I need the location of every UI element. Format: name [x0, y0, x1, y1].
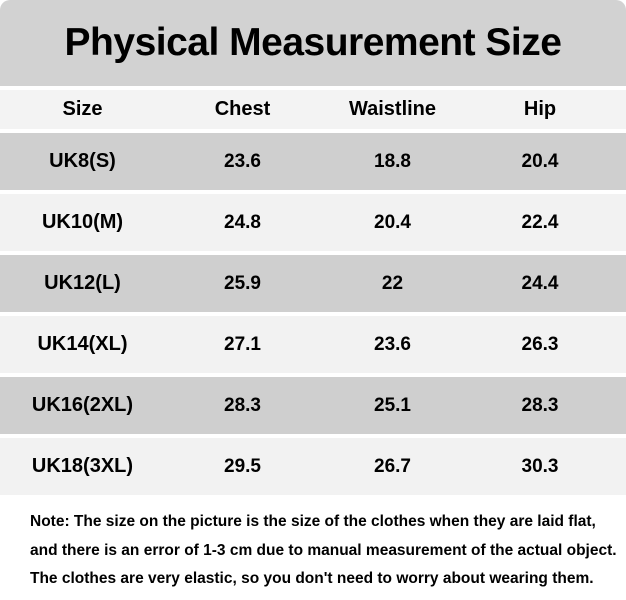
header-waistline: Waistline [348, 98, 437, 120]
cell-hip: 30.3 [521, 455, 559, 477]
measurement-table: Size Chest Waistline Hip UK8(S) 23.6 18.… [0, 86, 626, 499]
header-hip: Hip [523, 98, 557, 120]
page-title: Physical Measurement Size [64, 21, 562, 64]
header-filler [615, 90, 626, 129]
table-row: UK18(3XL) 29.5 26.7 30.3 [0, 438, 626, 495]
cell-waistline: 18.8 [374, 150, 411, 172]
cell-waistline: 25.1 [374, 394, 411, 416]
cell-waistline: 20.4 [374, 211, 411, 233]
cell-filler [615, 438, 626, 495]
cell-chest: 23.6 [224, 150, 261, 172]
header-chest: Chest [214, 98, 271, 120]
note-block: Note: The size on the picture is the siz… [0, 508, 626, 594]
cell-chest: 24.8 [224, 211, 261, 233]
cell-hip: 22.4 [521, 211, 559, 233]
header-row: Size Chest Waistline Hip [0, 90, 626, 129]
cell-hip: 26.3 [521, 333, 559, 355]
note-line-1: Note: The size on the picture is the siz… [30, 513, 596, 530]
cell-chest: 25.9 [224, 272, 261, 294]
header-size: Size [62, 98, 103, 120]
cell-hip: 24.4 [521, 272, 559, 294]
cell-size: UK16(2XL) [31, 394, 134, 416]
table-row: UK14(XL) 27.1 23.6 26.3 [0, 316, 626, 373]
cell-hip: 20.4 [521, 150, 559, 172]
table-row: UK10(M) 24.8 20.4 22.4 [0, 194, 626, 251]
cell-filler [615, 194, 626, 251]
cell-filler [615, 255, 626, 312]
cell-size: UK8(S) [49, 150, 116, 172]
cell-waistline: 26.7 [374, 455, 411, 477]
cell-hip: 28.3 [521, 394, 559, 416]
cell-waistline: 22 [381, 272, 404, 294]
table-row: UK16(2XL) 28.3 25.1 28.3 [0, 377, 626, 434]
cell-size: UK14(XL) [37, 333, 128, 355]
cell-size: UK10(M) [41, 211, 124, 233]
cell-chest: 29.5 [224, 455, 261, 477]
cell-filler [615, 316, 626, 373]
title-band: Physical Measurement Size [0, 0, 626, 86]
cell-waistline: 23.6 [374, 333, 411, 355]
table-row: UK12(L) 25.9 22 24.4 [0, 255, 626, 312]
cell-chest: 27.1 [224, 333, 261, 355]
table-body: UK8(S) 23.6 18.8 20.4 UK10(M) 24.8 20.4 … [0, 133, 626, 495]
cell-chest: 28.3 [224, 394, 261, 416]
note-line-2: and there is an error of 1-3 cm due to m… [30, 541, 617, 559]
table-header: Size Chest Waistline Hip [0, 90, 626, 129]
cell-size: UK18(3XL) [31, 455, 134, 477]
table-row: UK8(S) 23.6 18.8 20.4 [0, 133, 626, 190]
cell-filler [615, 377, 626, 434]
note-line-3: The clothes are very elastic, so you don… [30, 570, 594, 587]
cell-filler [615, 133, 626, 190]
cell-size: UK12(L) [44, 272, 121, 294]
